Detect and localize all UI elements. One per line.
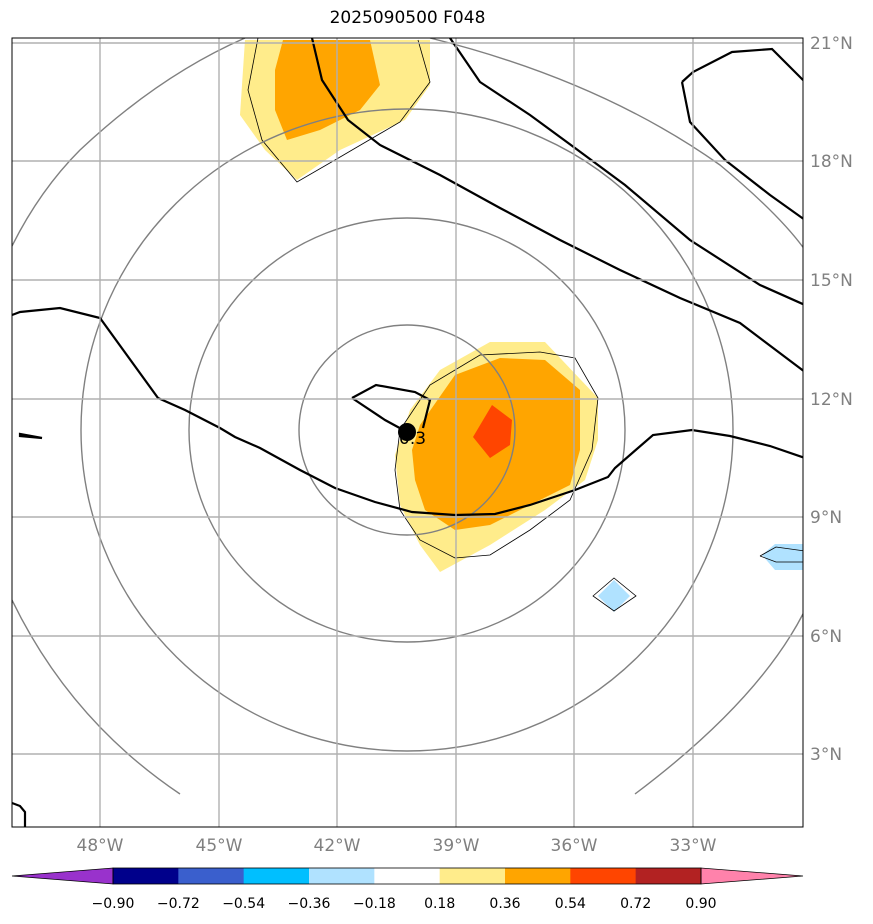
colorbar-segment (570, 868, 637, 884)
lon-label: 48°W (77, 836, 124, 856)
colorbar: −0.90 −0.72 −0.54 −0.36 −0.18 0.18 0.36 0.54 0.7… (11, 867, 804, 912)
storm-center-label: 0.3 (399, 429, 426, 449)
colorbar-segment (113, 868, 179, 884)
map-area: 0.3 (12, 38, 803, 827)
colorbar-segment (374, 868, 441, 884)
colorbar-segment (178, 868, 245, 884)
map-frame (11, 37, 804, 828)
colorbar-tick-label: 0.72 (620, 896, 651, 912)
lat-label: 21°N (810, 34, 853, 54)
lat-label: 6°N (810, 627, 842, 647)
thin-contours (247, 38, 803, 612)
colorbar-extend-right (701, 868, 803, 884)
colorbar-tick-label: −0.54 (222, 896, 265, 912)
gridlines (12, 38, 803, 827)
thick-contours (12, 38, 803, 827)
lon-label: 36°W (551, 836, 598, 856)
lon-label: 42°W (314, 836, 361, 856)
shade-lightblue-2 (762, 544, 803, 570)
colorbar-segment (439, 868, 506, 884)
lon-label: 45°W (196, 836, 243, 856)
lat-label: 18°N (810, 152, 853, 172)
lat-labels: 21°N 18°N 15°N 12°N 9°N 6°N 3°N (810, 34, 853, 765)
lon-label: 39°W (433, 836, 480, 856)
colorbar-segment (243, 868, 310, 884)
grey-contours (12, 38, 803, 795)
colorbar-tick-label: 0.36 (489, 896, 520, 912)
colorbar-tick-label: 0.18 (424, 896, 455, 912)
colorbar-tick-label: −0.36 (288, 896, 331, 912)
map-title: 2025090500 F048 (329, 8, 486, 28)
lat-label: 9°N (810, 508, 842, 528)
colorbar-extend-left (12, 868, 113, 884)
lon-labels: 48°W 45°W 42°W 39°W 36°W 33°W (77, 836, 717, 856)
lon-label: 33°W (670, 836, 717, 856)
colorbar-tick-label: 0.90 (685, 896, 716, 912)
colorbar-tick-label: −0.72 (157, 896, 200, 912)
colorbar-tick-label: −0.90 (92, 896, 135, 912)
colorbar-segment (505, 868, 571, 884)
shade-center-red (473, 405, 512, 458)
lat-label: 3°N (810, 745, 842, 765)
storm-center-marker (398, 423, 416, 441)
shade-lightblue-1 (598, 580, 630, 612)
lat-label: 15°N (810, 271, 853, 291)
colorbar-segment (309, 868, 375, 884)
lat-label: 12°N (810, 390, 853, 410)
colorbar-segment (635, 868, 702, 884)
colorbar-tick-label: 0.54 (555, 896, 586, 912)
colorbar-tick-label: −0.18 (353, 896, 396, 912)
